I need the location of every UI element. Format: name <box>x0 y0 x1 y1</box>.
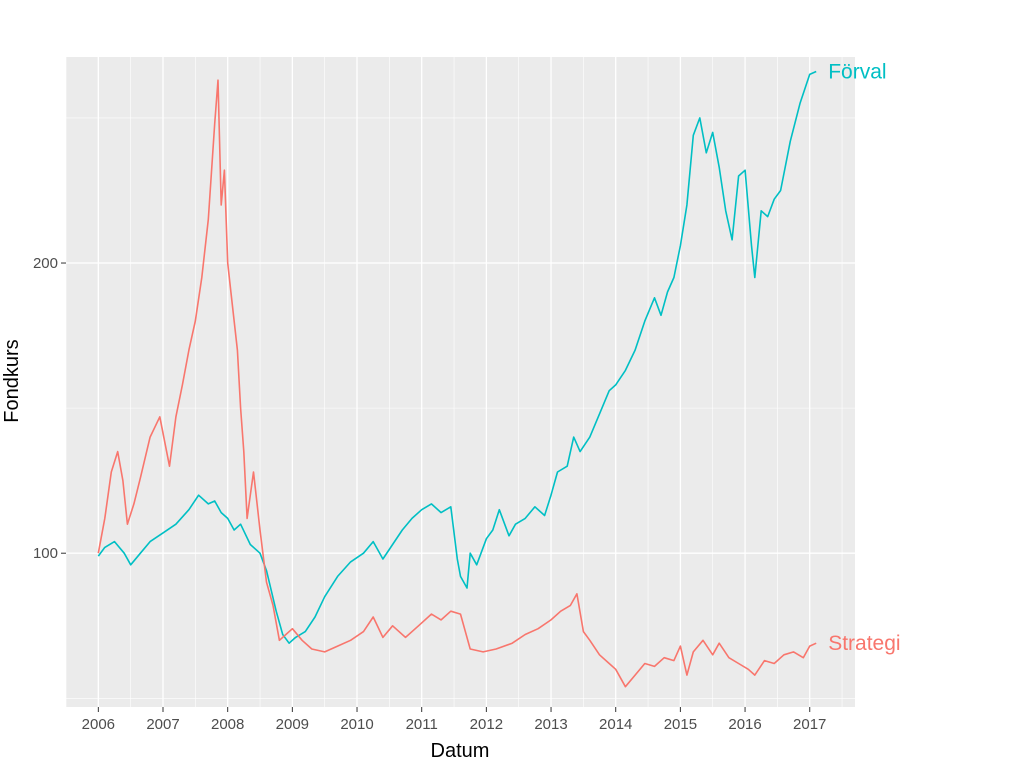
x-tick-label: 2012 <box>470 716 503 733</box>
series-line-strategi <box>97 79 817 688</box>
x-tick-label: 2009 <box>276 716 309 733</box>
x-tick-label: 2010 <box>340 716 373 733</box>
x-tick-label: 2011 <box>406 716 438 733</box>
series-label-f-rval: Förval <box>828 61 886 84</box>
plot-panel <box>66 57 855 707</box>
x-tick-label: 2007 <box>146 716 179 733</box>
major-gridlines <box>66 57 855 707</box>
series-labels: Förval Strategi <box>828 61 900 656</box>
y-tick-label: 200 <box>33 255 58 272</box>
axis-ticks <box>61 262 811 712</box>
y-tick-labels: 100 200 <box>33 255 58 562</box>
y-axis-title: Fondkurs <box>1 339 23 422</box>
y-tick-label: 100 <box>33 545 58 562</box>
x-tick-label: 2013 <box>534 716 567 733</box>
series-lines <box>97 70 817 688</box>
x-tick-labels: 2006 2007 2008 2009 2010 2011 2012 2013 2014 2015… <box>82 716 827 733</box>
x-tick-label: 2016 <box>728 716 761 733</box>
x-tick-label: 2015 <box>664 716 697 733</box>
series-label-strategi: Strategi <box>828 632 900 655</box>
x-tick-label: 2014 <box>599 716 632 733</box>
series-line-f-rval <box>97 70 817 644</box>
x-tick-label: 2017 <box>793 716 826 733</box>
x-tick-label: 2008 <box>211 716 244 733</box>
x-axis-title: Datum <box>431 740 490 759</box>
minor-gridlines <box>65 57 855 707</box>
x-tick-label: 2006 <box>82 716 115 733</box>
